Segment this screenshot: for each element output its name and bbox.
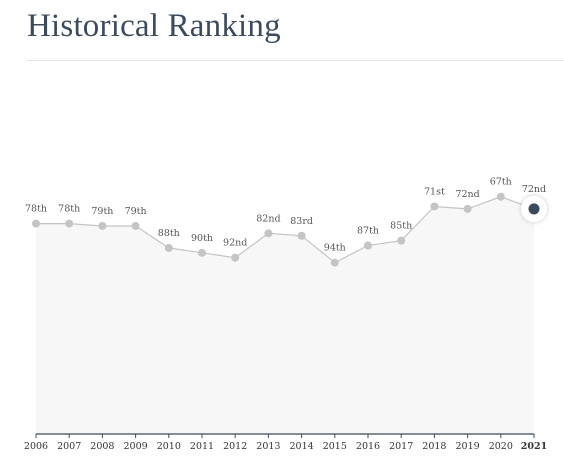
data-point[interactable] [496, 192, 505, 201]
data-point[interactable] [231, 253, 240, 262]
x-tick-label: 2014 [290, 441, 314, 452]
x-tick-label: 2017 [389, 441, 413, 452]
x-tick-label: 2008 [90, 441, 114, 452]
rank-label: 72nd [455, 189, 479, 200]
x-tick-label: 2011 [190, 441, 214, 452]
page-title: Historical Ranking [27, 8, 281, 44]
data-point[interactable] [98, 222, 107, 231]
rank-label: 90th [191, 233, 213, 244]
rank-label: 83rd [290, 216, 313, 227]
x-tick-label: 2013 [256, 441, 280, 452]
series-line [36, 196, 535, 264]
data-point-current[interactable] [528, 203, 540, 215]
data-point[interactable] [198, 248, 206, 257]
rank-label: 94th [324, 243, 346, 254]
x-tick-label: 2018 [422, 441, 446, 452]
x-tick-label: 2021 [521, 441, 547, 452]
rank-label: 79th [91, 206, 113, 217]
data-point[interactable] [364, 241, 372, 250]
rank-label: 88th [158, 228, 180, 239]
data-point[interactable] [463, 204, 472, 213]
x-tick-label: 2009 [124, 441, 148, 452]
rank-label: 79th [125, 206, 147, 217]
data-point[interactable] [297, 231, 306, 240]
rank-label: 85th [390, 221, 412, 232]
data-point[interactable] [264, 229, 273, 238]
x-tick-label: 2020 [489, 441, 513, 452]
rank-label: 87th [357, 226, 379, 237]
rank-label: 82nd [256, 213, 280, 224]
rank-label: 78th [58, 204, 80, 215]
title-divider [27, 60, 564, 61]
data-point[interactable] [65, 219, 74, 228]
rank-label: 92nd [223, 238, 247, 249]
data-point[interactable] [131, 222, 140, 231]
x-tick-label: 2006 [24, 441, 48, 452]
data-point[interactable] [397, 236, 406, 245]
rank-label: 78th [25, 204, 47, 215]
x-tick-label: 2007 [57, 441, 81, 452]
x-tick-label: 2016 [356, 441, 380, 452]
data-point[interactable] [164, 243, 173, 252]
data-point[interactable] [32, 219, 40, 228]
rank-label: 71st [424, 186, 445, 197]
x-tick-label: 2019 [456, 441, 480, 452]
chart-area [36, 196, 534, 434]
data-point[interactable] [330, 258, 339, 267]
x-tick-label: 2010 [157, 441, 181, 452]
data-point[interactable] [430, 202, 439, 211]
rank-label: 72nd [522, 184, 546, 195]
x-tick-label: 2012 [223, 441, 247, 452]
rank-label: 67th [490, 177, 512, 188]
x-tick-label: 2015 [323, 441, 347, 452]
